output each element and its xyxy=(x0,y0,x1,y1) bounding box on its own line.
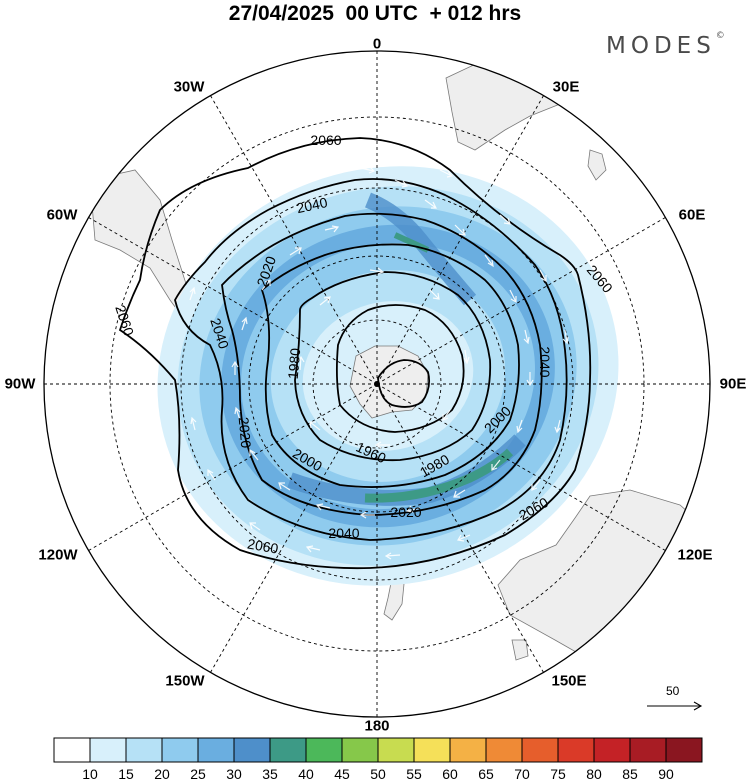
copyright-mark: © xyxy=(715,31,725,41)
lon-label-90e: 90E xyxy=(719,375,747,393)
vector-reference-arrow xyxy=(647,701,703,711)
colorbar-swatch xyxy=(197,737,235,763)
colorbar-swatch xyxy=(53,737,91,763)
height-contours xyxy=(118,137,592,570)
contour-label: 2040 xyxy=(537,346,553,377)
wind-vectors xyxy=(189,147,569,560)
colorbar-tick-label: 35 xyxy=(262,766,278,782)
colorbar-swatch xyxy=(377,737,415,763)
colorbar-swatch xyxy=(233,737,271,763)
colorbar-tick-label: 55 xyxy=(406,766,422,782)
contour-1980 xyxy=(294,271,492,462)
lon-label-180: 180 xyxy=(364,717,390,735)
colorbar-tick-label: 80 xyxy=(586,766,602,782)
colorbar-tick-label: 15 xyxy=(118,766,134,782)
map-boundary xyxy=(43,50,711,718)
colorbar-swatch xyxy=(629,737,667,763)
lon-label-120e: 120E xyxy=(677,546,713,564)
colorbar-tick-label: 70 xyxy=(514,766,530,782)
colorbar-tick-label: 10 xyxy=(82,766,98,782)
colorbar-swatch xyxy=(413,737,451,763)
map-disk xyxy=(44,51,710,717)
jet-core-upper xyxy=(364,192,477,306)
contour-label: 2020 xyxy=(390,504,421,520)
colorbar-tick-label: 40 xyxy=(298,766,314,782)
tasmania-landmass xyxy=(511,639,529,661)
colorbar-swatch xyxy=(89,737,127,763)
contour-label: 2040 xyxy=(295,194,329,216)
contour-2060 xyxy=(118,137,592,570)
brand-logo: MODES© xyxy=(606,31,725,59)
colorbar-swatch xyxy=(161,737,199,763)
graticule xyxy=(44,51,710,717)
colorbar-swatch xyxy=(521,737,559,763)
colorbar-tick-label: 45 xyxy=(334,766,350,782)
colorbar-swatch xyxy=(665,737,703,763)
contour-label: 1980 xyxy=(285,347,304,380)
colorbar-swatch xyxy=(341,737,379,763)
colorbar-tick-label: 50 xyxy=(370,766,386,782)
colorbar-swatch xyxy=(125,737,163,763)
lon-label-120w: 120W xyxy=(38,546,78,564)
contour-label: 2060 xyxy=(310,132,341,148)
madagascar-landmass xyxy=(587,149,607,181)
lon-label-60w: 60W xyxy=(46,206,78,224)
colorbar xyxy=(53,737,703,763)
colorbar-swatch xyxy=(557,737,595,763)
brand-name: MODES xyxy=(606,33,716,59)
lon-label-150w: 150W xyxy=(165,672,205,690)
colorbar-tick-label: 20 xyxy=(154,766,170,782)
map-title: 27/04/2025 00 UTC + 012 hrs xyxy=(228,2,522,25)
colorbar-tick-label: 30 xyxy=(226,766,242,782)
colorbar-swatch xyxy=(305,737,343,763)
colorbar-tick-label: 90 xyxy=(658,766,674,782)
lon-label-30e: 30E xyxy=(552,78,580,96)
colorbar-swatch xyxy=(269,737,307,763)
contour-2040 xyxy=(174,178,568,541)
lon-label-90w: 90W xyxy=(4,375,36,393)
contour-2000 xyxy=(260,243,520,488)
contour-label: 2020 xyxy=(236,416,255,449)
colorbar-swatch xyxy=(485,737,523,763)
lon-label-0: 0 xyxy=(372,35,382,53)
colorbar-swatch xyxy=(449,737,487,763)
contour-inner xyxy=(377,359,431,408)
lon-label-30w: 30W xyxy=(173,78,205,96)
lon-label-60e: 60E xyxy=(678,206,706,224)
contour-label: 2040 xyxy=(328,525,359,541)
contour-label: 2060 xyxy=(246,535,280,556)
colorbar-tick-label: 65 xyxy=(478,766,494,782)
contour-1960 xyxy=(335,304,465,433)
colorbar-swatch xyxy=(593,737,631,763)
lon-label-150e: 150E xyxy=(551,672,587,690)
vector-reference-label: 50 xyxy=(666,684,680,698)
contour-2020 xyxy=(221,212,543,516)
colorbar-tick-label: 60 xyxy=(442,766,458,782)
colorbar-tick-label: 75 xyxy=(550,766,566,782)
colorbar-tick-label: 85 xyxy=(622,766,638,782)
colorbar-tick-label: 25 xyxy=(190,766,206,782)
